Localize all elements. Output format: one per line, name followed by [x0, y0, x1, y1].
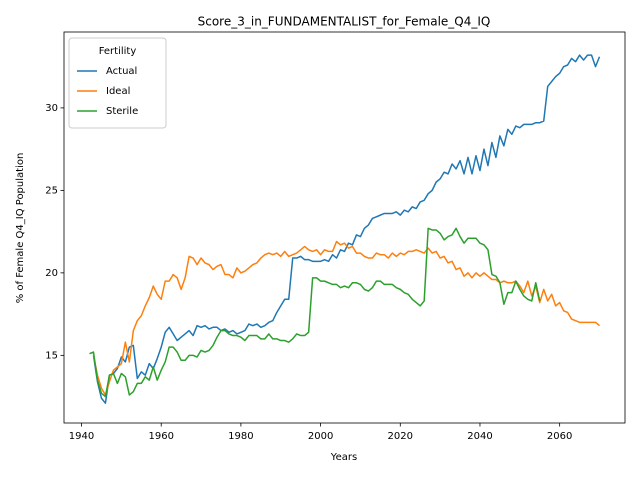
x-axis-label: Years	[330, 452, 357, 463]
plot-area	[63, 31, 626, 424]
y-tick-label: 30	[45, 103, 58, 114]
x-tick-label: 1960	[148, 431, 173, 442]
line-series	[92, 240, 600, 396]
y-axis-label: % of Female Q4_IQ Population	[15, 153, 26, 304]
x-tick-label: 1940	[69, 431, 94, 442]
line-series	[92, 54, 601, 404]
legend-label: Ideal	[106, 86, 130, 97]
line-series	[89, 227, 541, 398]
legend-box	[68, 37, 167, 129]
legend-label: Sterile	[106, 106, 138, 117]
x-tick-label: 1980	[228, 431, 253, 442]
chart-title: Score_3_in_FUNDAMENTALIST_for_Female_Q4_…	[198, 15, 491, 29]
y-tick-label: 25	[45, 185, 58, 196]
x-tick-label: 2040	[467, 431, 492, 442]
legend-label: Actual	[106, 66, 137, 77]
legend-title: Fertility	[99, 46, 137, 57]
y-tick-label: 15	[45, 350, 58, 361]
x-tick-label: 2020	[388, 431, 413, 442]
y-tick-label: 20	[45, 268, 58, 279]
legend: Fertility Actual Ideal Sterile	[68, 37, 167, 129]
x-tick-label: 2060	[547, 431, 572, 442]
x-tick-label: 2000	[308, 431, 333, 442]
